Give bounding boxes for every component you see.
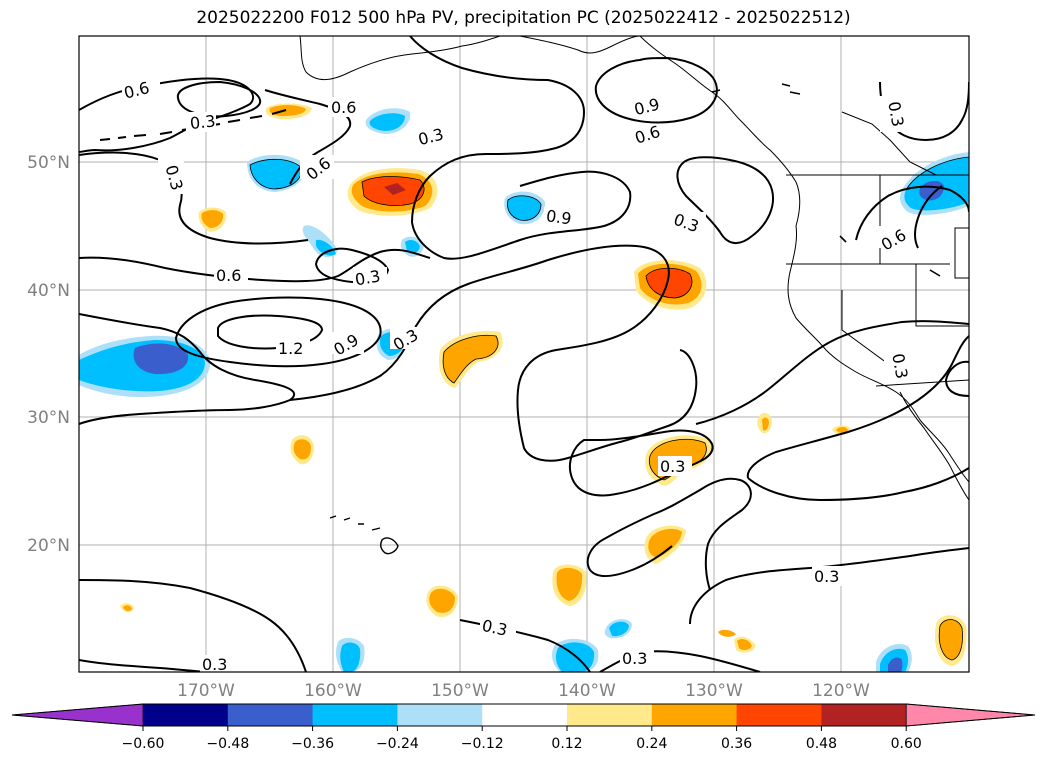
- colorbar-segment: [651, 704, 738, 726]
- colorbar-segment: [821, 704, 907, 726]
- coastlines: [99, 36, 969, 555]
- contour-label: 0.3: [814, 567, 839, 586]
- colorbar-tick-label: −0.48: [206, 736, 249, 752]
- latitude-labels: 50°N 40°N 30°N 20°N: [27, 153, 70, 556]
- contour-label: 0.3: [888, 352, 911, 380]
- lon-label: 150°W: [431, 681, 489, 701]
- contour-labels: 0.6 0.3 0.6 0.3 0.6 0.9 0.6 0.3 0.3 0.9 …: [122, 78, 912, 674]
- lat-label: 30°N: [27, 408, 70, 428]
- contour-label: 0.9: [545, 206, 573, 228]
- colorbar-tick-label: −0.60: [122, 736, 165, 752]
- contour-label: 0.3: [480, 616, 509, 640]
- colorbar-tick-label: 0.24: [636, 736, 667, 752]
- plot-frame: [78, 35, 970, 673]
- contour-label: 0.3: [660, 457, 685, 476]
- colorbar-tick-label: 0.48: [806, 736, 837, 752]
- colorbar-tick-label: 0.36: [721, 736, 752, 752]
- colorbar-segment: [312, 704, 398, 726]
- colorbar-tick-label: −0.12: [461, 736, 504, 752]
- longitude-labels: 170°W 160°W 150°W 140°W 130°W 120°W: [177, 681, 870, 701]
- contour-label: 0.3: [353, 266, 381, 289]
- contour-label: 0.3: [202, 655, 227, 674]
- lon-label: 130°W: [685, 681, 743, 701]
- colorbar-segment: [736, 704, 822, 726]
- colorbar-segment: [143, 704, 229, 726]
- colorbar-tick-label: −0.36: [291, 736, 334, 752]
- contour-label: 1.2: [278, 339, 303, 358]
- contour-label: 0.3: [189, 111, 216, 133]
- colorbar-tick-label: −0.24: [376, 736, 419, 752]
- contour-label: 0.6: [216, 266, 241, 285]
- colorbar-tick-label: 0.12: [551, 736, 582, 752]
- colorbar-segment: [482, 704, 568, 726]
- contour-label: 0.6: [331, 98, 356, 117]
- colorbar-segment: [227, 704, 314, 726]
- lat-label: 50°N: [27, 153, 70, 173]
- lat-label: 20°N: [27, 536, 70, 556]
- colorbar-segment: [567, 704, 653, 726]
- map-title: 2025022200 F012 500 hPa PV, precipitatio…: [196, 8, 851, 28]
- colorbar-segment: [397, 704, 483, 726]
- lon-label: 170°W: [177, 681, 235, 701]
- contour-label: 0.3: [622, 649, 647, 668]
- lon-label: 140°W: [558, 681, 616, 701]
- lon-label: 160°W: [304, 681, 362, 701]
- colorbar-tick-label: 0.60: [891, 736, 922, 752]
- lat-label: 40°N: [27, 281, 70, 301]
- contour-label: 0.3: [884, 100, 907, 128]
- colorbar-extend-min: [11, 703, 144, 727]
- colorbar: −0.60 −0.48 −0.36 −0.24 −0.12 0.12 0.24 0.36 0.4…: [11, 703, 1036, 752]
- lon-label: 120°W: [812, 681, 870, 701]
- colorbar-extend-max: [905, 703, 1036, 727]
